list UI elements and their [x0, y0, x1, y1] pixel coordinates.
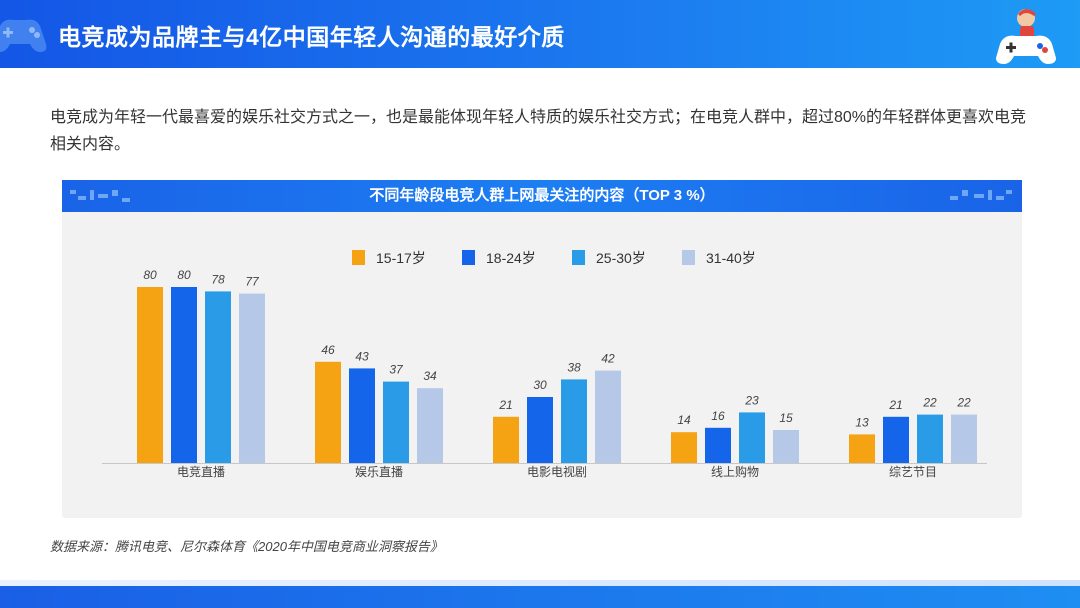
legend-label: 18-24岁	[486, 250, 536, 266]
category-label: 电影电视剧	[527, 464, 587, 479]
chart-title: 不同年龄段电竞人群上网最关注的内容（TOP 3 %）	[369, 187, 715, 204]
legend-label: 15-17岁	[376, 250, 426, 266]
legend-swatch	[682, 250, 695, 265]
bar-value-label: 13	[855, 415, 869, 429]
bar	[883, 416, 909, 463]
category-label: 电竞直播	[177, 465, 225, 479]
legend-swatch	[352, 250, 365, 265]
bar-value-label: 37	[389, 363, 404, 377]
chart-header: 不同年龄段电竞人群上网最关注的内容（TOP 3 %）	[62, 180, 1022, 212]
chart-panel: 不同年龄段电竞人群上网最关注的内容（TOP 3 %） 15-17岁 18-24岁 2…	[62, 180, 1022, 518]
intro-text: 电竞成为年轻一代最喜爱的娱乐社交方式之一，也是最能体现年轻人特质的娱乐社交方式；…	[50, 109, 1027, 153]
bar-value-label: 77	[245, 275, 260, 289]
bar	[137, 287, 163, 463]
bar	[595, 370, 621, 463]
bar	[917, 414, 943, 463]
bar	[417, 388, 443, 463]
category-label: 综艺节目	[889, 465, 937, 479]
bottom-strip	[0, 580, 1080, 586]
pixel-decoration-right	[950, 190, 1012, 200]
bar	[739, 412, 765, 463]
legend-swatch	[462, 250, 475, 265]
category-label: 线上购物	[711, 464, 759, 479]
bar-value-label: 30	[533, 378, 547, 392]
bar	[171, 287, 197, 463]
bar	[383, 381, 409, 463]
page-title: 电竞成为品牌主与4亿中国年轻人沟通的最好介质	[58, 24, 565, 50]
bar-value-label: 22	[956, 396, 971, 410]
bar-value-label: 78	[211, 272, 225, 286]
bar-value-label: 46	[321, 343, 335, 357]
legend-label: 31-40岁	[706, 250, 756, 266]
bar-chart: 15-17岁 18-24岁 25-30岁 31-40岁 80 80 78 77 电竞直播 46 43…	[102, 250, 987, 479]
bar-value-label: 14	[677, 413, 691, 427]
bar	[493, 416, 519, 463]
bar-value-label: 22	[922, 396, 937, 410]
bottom-bar	[0, 580, 1080, 608]
bar	[349, 368, 375, 463]
bar	[773, 430, 799, 463]
bar	[561, 379, 587, 463]
bar	[315, 361, 341, 463]
bar-value-label: 15	[779, 411, 793, 425]
bar-value-label: 80	[143, 268, 157, 282]
bar-value-label: 34	[423, 369, 437, 383]
bar	[705, 427, 731, 463]
data-source: 数据来源：腾讯电竞、尼尔森体育《2020年中国电竞商业洞察报告》	[50, 539, 443, 554]
header-banner: 电竞成为品牌主与4亿中国年轻人沟通的最好介质	[0, 0, 1080, 68]
bar-value-label: 21	[498, 398, 512, 412]
gamepad-icon	[0, 19, 47, 52]
bar-value-label: 16	[711, 409, 725, 423]
legend-label: 25-30岁	[596, 250, 646, 266]
bar	[205, 291, 231, 463]
bar-value-label: 38	[567, 360, 581, 374]
bar-value-label: 23	[744, 393, 759, 407]
bar	[849, 434, 875, 463]
pixel-decoration-left	[70, 190, 130, 202]
bar-value-label: 21	[888, 398, 902, 412]
bar	[951, 414, 977, 463]
bar-value-label: 42	[601, 352, 615, 366]
gamepad-illustration-icon	[996, 9, 1056, 64]
bar-value-label: 80	[177, 268, 191, 282]
category-label: 娱乐直播	[355, 465, 403, 479]
bar-value-label: 43	[355, 349, 369, 363]
bar	[239, 293, 265, 463]
legend-swatch	[572, 250, 585, 265]
bar	[527, 397, 553, 463]
bar	[671, 432, 697, 463]
